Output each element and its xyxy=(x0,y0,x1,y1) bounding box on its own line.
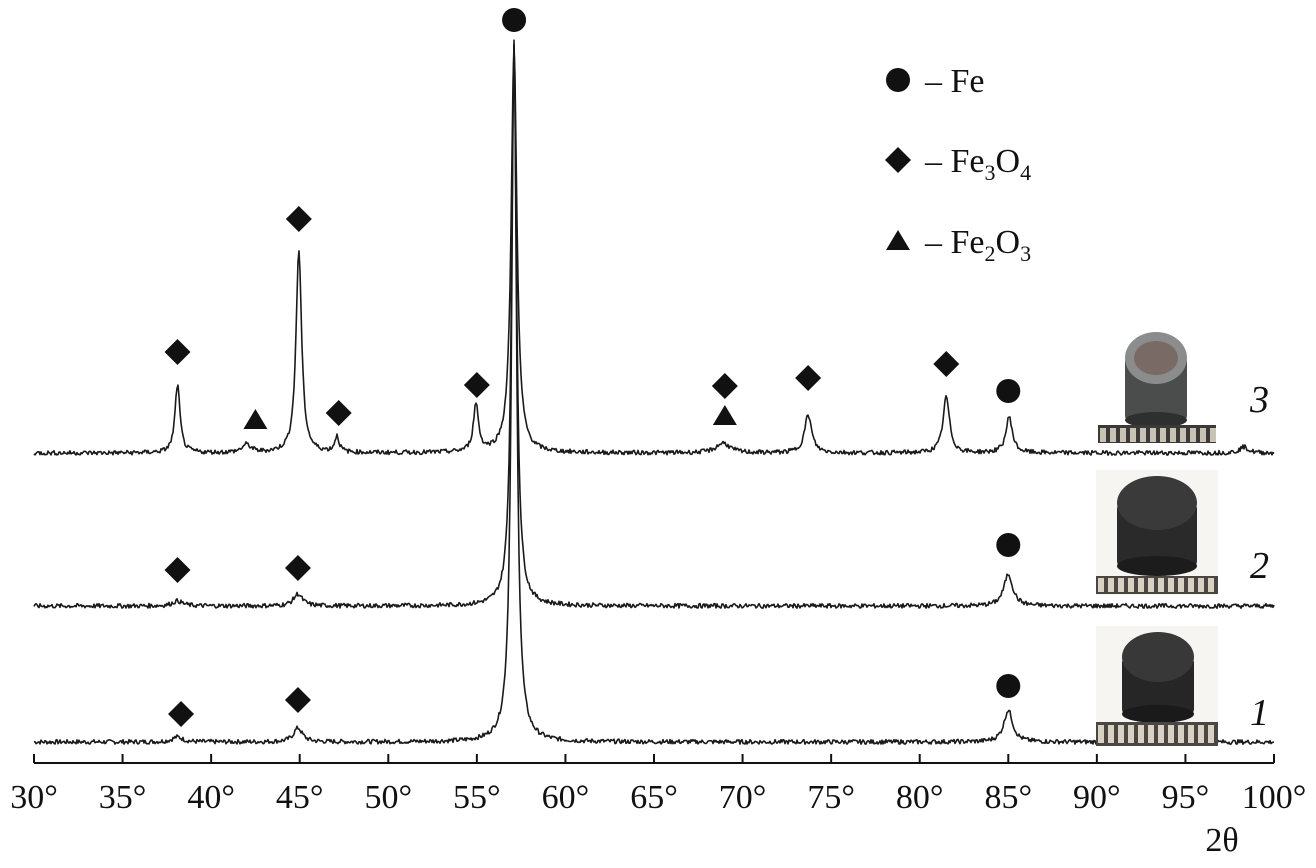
series-1-diamond-marker-1 xyxy=(284,687,311,713)
sample-photo-2 xyxy=(1096,470,1218,595)
legend: – Fe – Fe3O4 – Fe2O3 xyxy=(885,63,1031,266)
series-3-triangle-marker-2 xyxy=(243,409,268,429)
x-tick-label-90: 90° xyxy=(1073,779,1121,816)
series-3-triangle-marker-7 xyxy=(712,405,737,425)
series-1-circle-marker-2 xyxy=(996,674,1021,698)
sample-photo-3 xyxy=(1096,318,1218,446)
diffraction-traces xyxy=(33,39,1275,745)
series-2-diamond-marker-0 xyxy=(164,557,191,583)
x-tick-label-35: 35° xyxy=(99,779,147,816)
series-3-trace xyxy=(33,43,1275,456)
x-axis-ticks: 30° 35° 40° 45° 50° 55° 60° 65° 70° 75° 80° 85° 90° 9… xyxy=(10,754,1306,816)
series-3-diamond-marker-0 xyxy=(164,339,191,365)
x-tick-label-40: 40° xyxy=(187,779,235,816)
x-tick-label-95: 95° xyxy=(1162,779,1210,816)
x-tick-label-100: 100° xyxy=(1242,779,1307,816)
legend-item-fe: – Fe xyxy=(886,63,985,100)
series-2-trace xyxy=(33,44,1275,609)
legend-item-fe2o3: – Fe2O3 xyxy=(886,224,1031,266)
phase-markers xyxy=(164,8,1021,727)
series-3-diamond-marker-9 xyxy=(933,351,960,377)
legend-circle-marker xyxy=(886,68,910,92)
sample-photos xyxy=(1096,318,1218,746)
legend-label-fe3o4: – Fe3O4 xyxy=(924,143,1031,185)
x-axis-title: 2θ xyxy=(1205,822,1238,859)
series-label-3: 3 xyxy=(1249,379,1269,421)
x-tick-label-50: 50° xyxy=(364,779,412,816)
legend-label-fe: – Fe xyxy=(924,63,985,100)
series-3-diamond-marker-8 xyxy=(795,365,822,391)
legend-label-fe2o3: – Fe2O3 xyxy=(924,224,1031,266)
x-tick-label-45: 45° xyxy=(276,779,324,816)
x-tick-label-75: 75° xyxy=(807,779,855,816)
series-3-diamond-marker-1 xyxy=(285,206,312,232)
series-labels: 3 2 1 xyxy=(1249,379,1269,734)
series-1-diamond-marker-0 xyxy=(168,701,195,727)
series-3-circle-marker-5 xyxy=(502,8,527,32)
legend-diamond-marker xyxy=(885,147,911,173)
x-tick-label-30: 30° xyxy=(10,779,58,816)
series-1-trace xyxy=(33,39,1275,745)
series-3-diamond-marker-4 xyxy=(463,372,490,398)
legend-triangle-marker xyxy=(886,230,910,250)
x-axis: 30° 35° 40° 45° 50° 55° 60° 65° 70° 75° 80° 85° 90° 9… xyxy=(10,754,1306,859)
x-tick-label-65: 65° xyxy=(630,779,678,816)
series-2-diamond-marker-1 xyxy=(284,555,311,581)
sample-photo-1 xyxy=(1096,626,1218,746)
series-label-2: 2 xyxy=(1250,545,1269,587)
x-tick-label-85: 85° xyxy=(984,779,1032,816)
series-3-circle-marker-10 xyxy=(996,379,1021,403)
legend-item-fe3o4: – Fe3O4 xyxy=(885,143,1031,185)
series-3-diamond-marker-3 xyxy=(325,400,352,426)
x-tick-label-80: 80° xyxy=(896,779,944,816)
series-2-circle-marker-2 xyxy=(996,533,1021,557)
x-tick-label-55: 55° xyxy=(453,779,501,816)
x-tick-label-70: 70° xyxy=(719,779,767,816)
series-3-diamond-marker-6 xyxy=(711,373,738,399)
x-tick-label-60: 60° xyxy=(542,779,590,816)
series-label-1: 1 xyxy=(1250,692,1269,734)
